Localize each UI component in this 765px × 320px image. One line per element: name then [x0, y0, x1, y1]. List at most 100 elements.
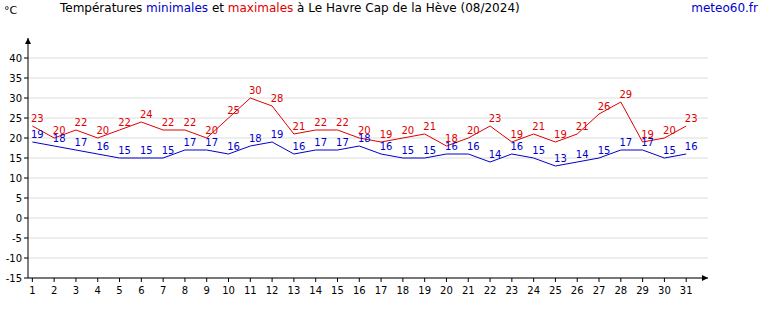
x-tick [315, 278, 316, 282]
x-tick [206, 278, 207, 282]
data-label: 22 [184, 117, 197, 128]
data-labels: 1918171615151517171618191617171816151516… [31, 85, 698, 164]
x-tick-label: 15 [331, 285, 344, 296]
data-label: 23 [685, 113, 698, 124]
data-label: 16 [293, 141, 306, 152]
grid-line [28, 258, 708, 259]
data-label: 15 [663, 145, 676, 156]
x-tick [468, 278, 469, 282]
title-part: et [208, 1, 228, 15]
data-label: 26 [598, 101, 611, 112]
x-tick [577, 278, 578, 282]
y-tick [24, 178, 28, 179]
y-tick-label: -10 [6, 253, 22, 264]
y-tick [24, 158, 28, 159]
data-label: 20 [53, 125, 66, 136]
y-tick [24, 258, 28, 259]
x-tick [381, 278, 382, 282]
data-label: 20 [358, 125, 371, 136]
y-tick [24, 218, 28, 219]
x-tick [184, 278, 185, 282]
x-tick-label: 16 [353, 285, 366, 296]
data-label: 16 [685, 141, 698, 152]
x-tick-label: 8 [182, 285, 188, 296]
x-tick [642, 278, 643, 282]
x-tick-label: 21 [462, 285, 475, 296]
data-label: 19 [380, 129, 393, 140]
chart: Températures minimales et maximales à Le… [0, 0, 765, 320]
data-label: 23 [31, 113, 44, 124]
y-tick [24, 78, 28, 79]
data-label: 17 [619, 137, 632, 148]
legend-entry: maximales [228, 1, 294, 15]
data-label: 15 [532, 145, 545, 156]
y-tick [24, 278, 28, 279]
x-tick [337, 278, 338, 282]
data-label: 19 [31, 129, 44, 140]
plot-area [32, 98, 686, 166]
data-label: 15 [140, 145, 153, 156]
x-tick-label: 26 [571, 285, 584, 296]
data-label: 24 [140, 109, 153, 120]
data-label: 15 [402, 145, 415, 156]
data-label: 30 [249, 85, 262, 96]
grid-line [28, 238, 708, 239]
data-label: 17 [336, 137, 349, 148]
y-tick-label: 35 [9, 73, 22, 84]
x-tick [54, 278, 55, 282]
x-tick-label: 17 [375, 285, 388, 296]
x-tick-label: 3 [73, 285, 79, 296]
data-label: 20 [205, 125, 218, 136]
x-tick-label: 10 [222, 285, 235, 296]
y-axis [28, 38, 29, 278]
y-tick [24, 238, 28, 239]
data-label: 16 [467, 141, 480, 152]
title: Températures minimales et maximales à Le… [59, 1, 520, 15]
data-label: 15 [162, 145, 175, 156]
data-label: 17 [184, 137, 197, 148]
data-label: 19 [641, 129, 654, 140]
data-label: 22 [118, 117, 131, 128]
y-tick [24, 58, 28, 59]
x-tick [490, 278, 491, 282]
data-label: 19 [510, 129, 523, 140]
data-label: 15 [423, 145, 436, 156]
y-tick-label: 0 [16, 213, 22, 224]
x-tick [75, 278, 76, 282]
series-line [32, 142, 686, 166]
data-label: 20 [467, 125, 480, 136]
x-tick [163, 278, 164, 282]
data-label: 25 [227, 105, 240, 116]
x-tick-label: 1 [29, 285, 35, 296]
data-label: 14 [576, 149, 589, 160]
data-label: 22 [162, 117, 175, 128]
grid-line [28, 98, 708, 99]
x-tick [446, 278, 447, 282]
x-tick-label: 30 [658, 285, 671, 296]
y-tick-label: 10 [9, 173, 22, 184]
data-label: 16 [510, 141, 523, 152]
y-arrow [25, 38, 31, 44]
data-label: 17 [75, 137, 88, 148]
data-label: 29 [619, 89, 632, 100]
y-tick-label: -15 [6, 273, 22, 284]
x-tick [359, 278, 360, 282]
data-label: 20 [96, 125, 109, 136]
data-label: 20 [402, 125, 415, 136]
y-tick-label: 40 [9, 53, 22, 64]
data-label: 16 [380, 141, 393, 152]
x-tick-label: 27 [593, 285, 606, 296]
data-label: 21 [532, 121, 545, 132]
x-tick [141, 278, 142, 282]
x-tick [599, 278, 600, 282]
annotation: meteo60.fr [691, 1, 758, 15]
x-tick-label: 24 [527, 285, 540, 296]
x-arrow [702, 275, 708, 281]
x-tick [32, 278, 33, 282]
x-tick-label: 20 [440, 285, 453, 296]
x-tick-label: 23 [505, 285, 518, 296]
data-label: 15 [118, 145, 131, 156]
legend-entry: minimales [146, 1, 208, 15]
data-label: 22 [314, 117, 327, 128]
data-label: 21 [293, 121, 306, 132]
